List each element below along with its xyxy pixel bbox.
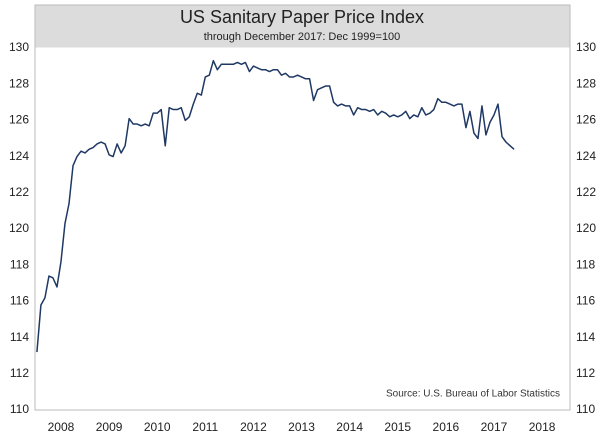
chart-subtitle: through December 2017: Dec 1999=100 [204,31,401,43]
x-tick-label: 2016 [433,420,460,434]
x-tick-label: 2012 [240,420,267,434]
y-tick-label: 116 [10,294,29,308]
y-tick-label: 130 [9,40,29,54]
y-tick-label: 110 [10,402,29,416]
y2-tick-label: 114 [576,330,595,344]
y2-tick-label: 116 [576,294,595,308]
source-note: Source: U.S. Bureau of Labor Statistics [386,389,560,400]
title-box [35,5,570,48]
x-tick-label: 2015 [384,420,411,434]
x-tick-label: 2010 [144,420,171,434]
data-line [36,59,515,353]
x-tick-label: 2014 [336,420,363,434]
y-tick-label: 126 [9,113,29,127]
chart-title: US Sanitary Paper Price Index [180,7,424,27]
y2-tick-label: 112 [576,366,595,380]
x-tick-label: 2013 [288,420,315,434]
y-tick-label: 128 [9,76,29,90]
y-tick-label: 118 [10,257,29,271]
x-tick-label: 2008 [48,420,75,434]
y2-tick-label: 110 [576,402,595,416]
y-tick-label: 124 [9,149,29,163]
y-tick-label: 120 [9,221,29,235]
y-tick-label: 114 [10,330,29,344]
y2-tick-label: 128 [576,76,596,90]
y2-tick-label: 126 [576,113,596,127]
x-tick-label: 2011 [192,420,218,434]
y2-tick-label: 124 [576,149,596,163]
plot-frame [34,4,571,411]
y2-tick-label: 118 [576,257,595,271]
y2-tick-label: 130 [576,40,596,54]
y-tick-label: 112 [10,366,29,380]
x-tick-label: 2009 [96,420,123,434]
x-tick-label: 2018 [529,420,556,434]
y-tick-label: 122 [9,185,29,199]
x-tick-label: 2017 [481,420,508,434]
y2-tick-label: 120 [576,221,596,235]
y2-tick-label: 122 [576,185,596,199]
